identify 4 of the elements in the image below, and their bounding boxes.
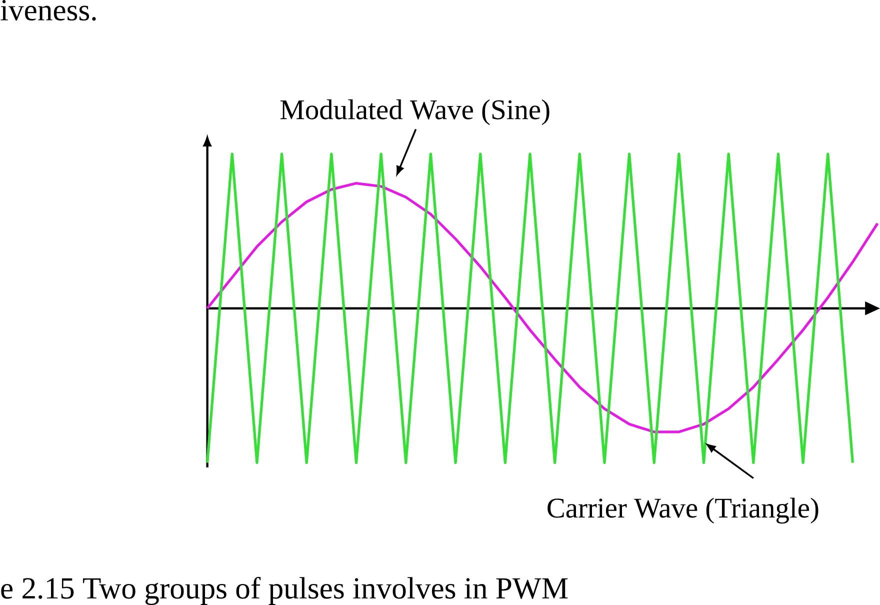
text: Modulated Wave (Sine) [280,99,550,126]
text: iveness. [0,0,96,21]
text: e 2.15 Two groups of pulses involves in PWM [1,576,568,605]
text: Carrier Wave (Triangle) [548,498,818,524]
